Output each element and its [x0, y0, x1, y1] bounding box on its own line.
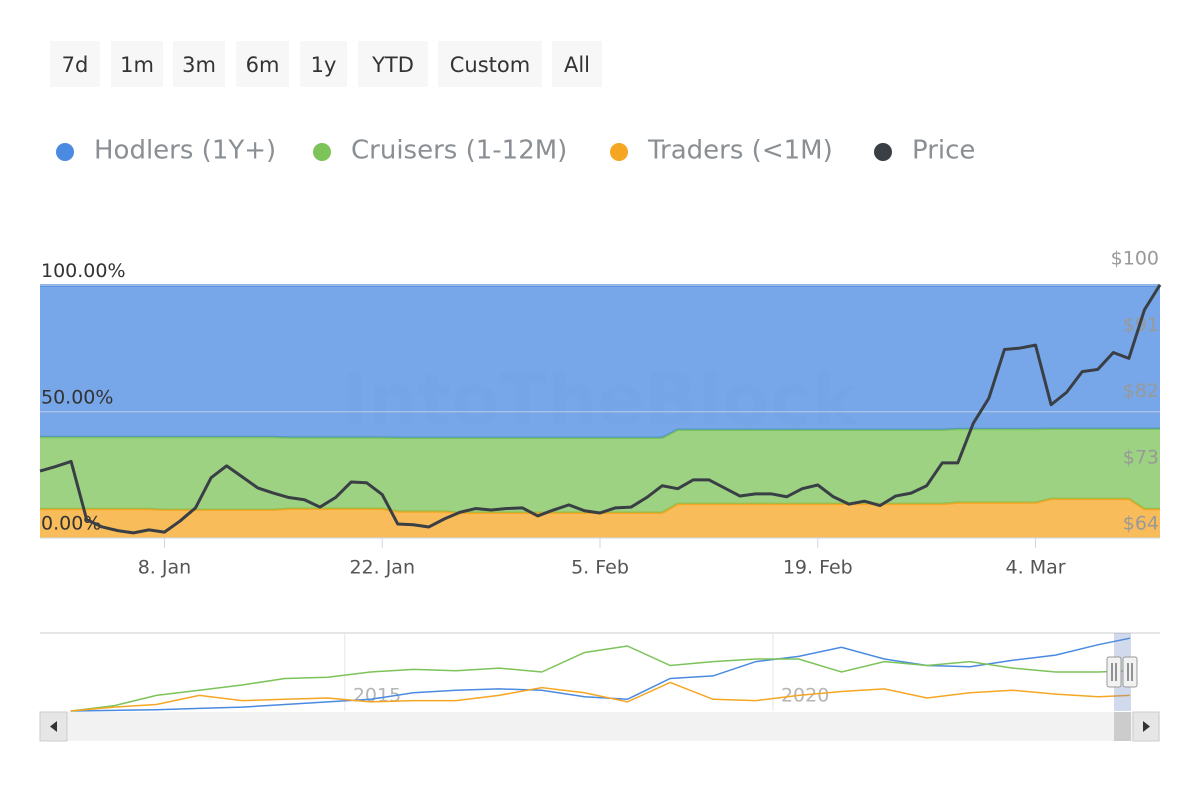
scroll-left-arrow	[50, 721, 57, 732]
legend-item[interactable]: Hodlers (1Y+)	[56, 136, 276, 166]
scrollbar-thumb[interactable]	[1114, 712, 1131, 741]
range-button-bg	[236, 41, 289, 87]
legend-item[interactable]: Cruisers (1-12M)	[313, 136, 567, 166]
area-fill	[40, 285, 1160, 438]
legend-label: Price	[912, 136, 975, 166]
scroll-right-arrow	[1143, 721, 1150, 732]
price-line	[39, 283, 1162, 535]
x-tick-label: 5. Feb	[571, 557, 629, 579]
range-button[interactable]: 7d	[50, 41, 100, 87]
navigator-line	[70, 645, 1131, 712]
navigator-line	[70, 681, 1131, 712]
legend-marker	[313, 143, 331, 161]
legend-item[interactable]: Traders (<1M)	[610, 136, 833, 166]
range-button-bg	[552, 41, 602, 87]
range-button[interactable]: 6m	[236, 41, 289, 87]
area-fill	[40, 498, 1160, 538]
range-button-bg	[438, 41, 542, 87]
range-button-label: YTD	[371, 53, 414, 77]
legend-marker	[610, 143, 628, 161]
y2-tick-label: $82	[1123, 380, 1159, 402]
range-button-bg	[173, 41, 225, 87]
legend-label: Cruisers (1-12M)	[351, 136, 567, 166]
range-button-label: All	[564, 53, 590, 77]
range-button-bg	[358, 41, 428, 87]
y-tick-label: 100.00%	[41, 260, 126, 282]
legend-marker	[56, 143, 74, 161]
range-button[interactable]: 3m	[173, 41, 225, 87]
navigator-handle[interactable]	[1106, 656, 1122, 688]
range-button[interactable]: Custom	[438, 41, 542, 87]
legend-label: Traders (<1M)	[647, 136, 833, 166]
x-tick-label: 22. Jan	[349, 557, 415, 579]
legend-item[interactable]: Price	[874, 136, 975, 166]
legend-marker	[874, 143, 892, 161]
range-button-label: Custom	[450, 53, 530, 77]
range-button-label: 1m	[120, 53, 154, 77]
range-button[interactable]: All	[552, 41, 602, 87]
range-button-label: 7d	[62, 53, 89, 77]
range-button-bg	[111, 41, 163, 87]
x-tick-label: 8. Jan	[138, 557, 191, 579]
scroll-right-button[interactable]	[1132, 711, 1160, 742]
area-fill	[40, 428, 1160, 513]
scrollbar-track[interactable]	[40, 712, 1160, 741]
y2-tick-label: $100	[1111, 248, 1159, 270]
y-tick-label: 50.00%	[41, 386, 113, 408]
range-button[interactable]: 1y	[300, 41, 347, 87]
range-button[interactable]: YTD	[358, 41, 428, 87]
range-button[interactable]: 1m	[111, 41, 163, 87]
y2-tick-label: $64	[1123, 513, 1159, 535]
range-button-bg	[50, 41, 100, 87]
x-tick-label: 19. Feb	[783, 557, 853, 579]
legend-label: Hodlers (1Y+)	[94, 136, 276, 166]
range-button-label: 1y	[311, 53, 337, 77]
x-tick-label: 4. Mar	[1006, 557, 1066, 579]
range-button-label: 3m	[182, 53, 216, 77]
navigator-handle[interactable]	[1122, 656, 1138, 688]
range-button-label: 6m	[246, 53, 280, 77]
y2-tick-label: $73	[1123, 446, 1159, 468]
range-button-bg	[300, 41, 347, 87]
